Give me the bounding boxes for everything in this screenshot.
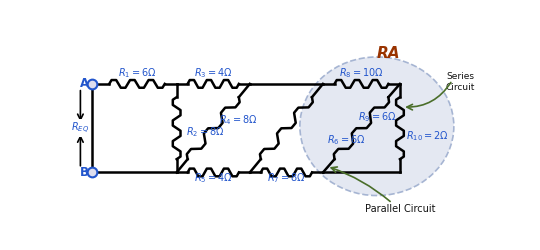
Text: Series
Circuit: Series Circuit [446, 72, 475, 92]
Text: $R_5 = 4\Omega$: $R_5 = 4\Omega$ [194, 172, 233, 185]
Text: $R_1 = 6\Omega$: $R_1 = 6\Omega$ [118, 66, 156, 80]
Text: B: B [80, 166, 89, 179]
Text: Parallel Circuit: Parallel Circuit [364, 204, 435, 214]
Text: $R_7 = 8\Omega$: $R_7 = 8\Omega$ [267, 172, 306, 185]
Text: $R_2 = 8\Omega$: $R_2 = 8\Omega$ [186, 125, 225, 139]
Text: $R_3 = 4\Omega$: $R_3 = 4\Omega$ [194, 66, 233, 80]
Text: A: A [80, 78, 89, 90]
Text: RA: RA [377, 46, 400, 60]
Text: $R_4 = 8\Omega$: $R_4 = 8\Omega$ [219, 114, 258, 128]
Text: $R_{EQ}$: $R_{EQ}$ [71, 121, 90, 136]
Ellipse shape [300, 57, 454, 196]
Text: $R_9 = 6\Omega$: $R_9 = 6\Omega$ [357, 110, 396, 124]
Text: $R_6 = 6\Omega$: $R_6 = 6\Omega$ [327, 133, 366, 146]
Text: $R_{10} = 2\Omega$: $R_{10} = 2\Omega$ [406, 129, 449, 143]
Text: $R_8 = 10\Omega$: $R_8 = 10\Omega$ [339, 66, 384, 80]
